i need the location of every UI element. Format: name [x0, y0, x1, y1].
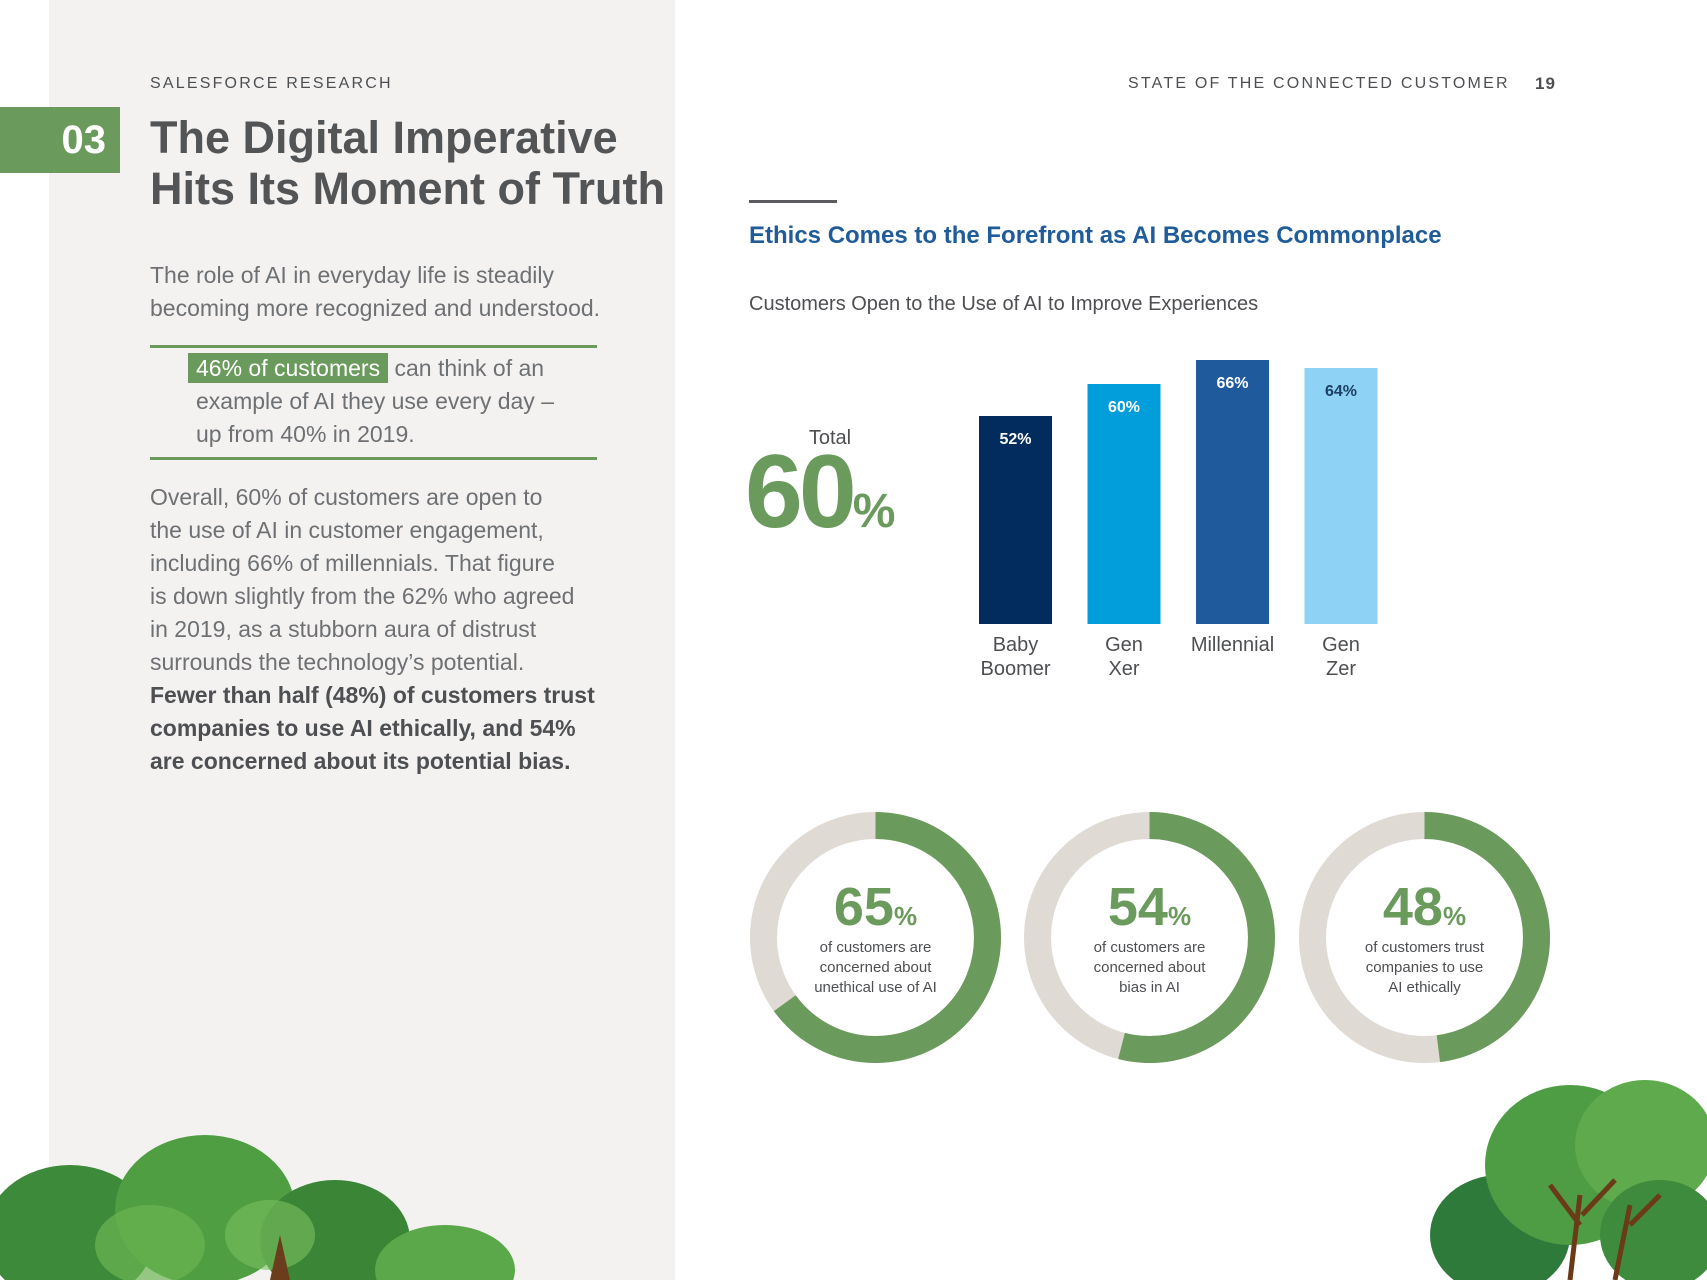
caption-line: companies to use: [1365, 959, 1484, 976]
bar-value-label: 52%: [999, 431, 1031, 448]
intro-paragraph: The role of AI in everyday life is stead…: [150, 259, 630, 325]
donut-caption: of customers are concerned about unethical…: [748, 938, 1003, 998]
donut-caption: of customers are concerned about bias in A…: [1022, 938, 1277, 998]
caption-line: of customers trust: [1364, 939, 1485, 956]
section-number-badge: 03: [0, 107, 120, 173]
left-panel: [49, 0, 675, 1280]
chart-subtitle: Customers Open to the Use of AI to Impro…: [749, 293, 1259, 315]
category-label: Gen: [1322, 634, 1360, 656]
bar: [1304, 368, 1378, 624]
category-label: Xer: [1108, 658, 1139, 680]
category-label: Gen: [1105, 634, 1143, 656]
body-line: the use of AI in customer engagement,: [150, 517, 544, 543]
body-bold-line: Fewer than half (48%) of customers trust: [150, 682, 595, 708]
donut-number-value: 65: [833, 877, 894, 937]
total-unit: %: [852, 485, 896, 538]
generation-bar-chart: 52%BabyBoomer60%GenXer66%Millennial64%Ge…: [979, 360, 1378, 680]
donut-caption: of customers trust companies to use AI eth…: [1297, 938, 1552, 998]
donut-number: 54%: [1022, 880, 1277, 934]
donut-chart: 48% of customers trust companies to use AI …: [1297, 810, 1552, 1065]
caption-line: of customers are: [1093, 939, 1206, 956]
bar-value-label: 64%: [1325, 383, 1357, 400]
intro-line: becoming more recognized and understood.: [150, 295, 601, 321]
caption-line: AI ethically: [1388, 979, 1461, 996]
chart-heading: Ethics Comes to the Forefront as AI Beco…: [749, 222, 1442, 249]
body-bold-line: companies to use AI ethically, and 54%: [150, 715, 576, 741]
caption-line: of customers are: [819, 939, 932, 956]
body-line: including 66% of millennials. That figur…: [150, 550, 555, 576]
bar-value-label: 66%: [1216, 375, 1248, 392]
total-label: Total: [808, 427, 852, 449]
trees-illustration-left: [0, 1135, 515, 1280]
total-value: 60%: [745, 440, 895, 544]
section-divider: [749, 200, 837, 203]
tree-illustration-right: [1430, 1080, 1707, 1280]
donut-number: 65%: [748, 880, 1003, 934]
donut-number-unit: %: [1167, 901, 1192, 931]
category-label: Millennial: [1191, 634, 1274, 656]
donut-chart: 65% of customers are concerned about unethi…: [748, 810, 1003, 1065]
donut-value-arc: [750, 812, 1001, 1063]
caption-line: concerned about: [819, 959, 932, 976]
donut-center-label: 54% of customers are concerned about bias i…: [1022, 880, 1277, 998]
body-bold-line: are concerned about its potential bias.: [150, 748, 571, 774]
bar: [1196, 360, 1269, 624]
donut-center-label: 65% of customers are concerned about unethi…: [748, 880, 1003, 998]
callout-line: can think of an: [388, 355, 545, 381]
category-label: Baby: [993, 634, 1039, 656]
donut-number-value: 48: [1382, 877, 1443, 937]
callout-text: 46% of customers can think of an example…: [188, 352, 596, 451]
category-label: Zer: [1326, 658, 1356, 680]
donut-center-label: 48% of customers trust companies to use AI …: [1297, 880, 1552, 998]
callout-box: 46% of customers can think of an example…: [150, 345, 597, 460]
caption-line: concerned about: [1093, 959, 1206, 976]
callout-highlight: 46% of customers: [188, 353, 389, 383]
donut-chart: 54% of customers are concerned about bias i…: [1022, 810, 1277, 1065]
intro-line: The role of AI in everyday life is stead…: [150, 262, 554, 288]
donut-value-arc: [1299, 812, 1550, 1063]
donut-number-unit: %: [1442, 901, 1467, 931]
bar: [979, 416, 1052, 624]
caption-line: unethical use of AI: [814, 979, 937, 996]
page-number: 19: [1535, 74, 1556, 93]
callout-line: example of AI they use every day –: [196, 388, 554, 414]
title-line-1: The Digital Imperative: [150, 112, 618, 163]
caption-line: bias in AI: [1119, 979, 1180, 996]
page-title: The Digital Imperative Hits Its Moment o…: [150, 112, 670, 214]
total-number: 60: [745, 434, 857, 550]
category-label: Boomer: [980, 658, 1050, 680]
body-line: Overall, 60% of customers are open to: [150, 484, 543, 510]
donut-number: 48%: [1297, 880, 1552, 934]
donut-number-unit: %: [893, 901, 918, 931]
report-title: STATE OF THE CONNECTED CUSTOMER: [1128, 75, 1510, 92]
bar: [1087, 384, 1161, 624]
report-brand: SALESFORCE RESEARCH: [150, 75, 393, 92]
bar-value-label: 60%: [1108, 399, 1140, 416]
donut-number-value: 54: [1107, 877, 1168, 937]
body-paragraph: Overall, 60% of customers are open to th…: [150, 481, 630, 778]
body-line: in 2019, as a stubborn aura of distrust: [150, 616, 537, 642]
donut-value-arc: [1024, 812, 1275, 1063]
callout-line: up from 40% in 2019.: [196, 421, 415, 447]
title-line-2: Hits Its Moment of Truth: [150, 163, 665, 214]
body-line: is down slightly from the 62% who agreed: [150, 583, 575, 609]
body-line: surrounds the technology’s potential.: [150, 649, 525, 675]
